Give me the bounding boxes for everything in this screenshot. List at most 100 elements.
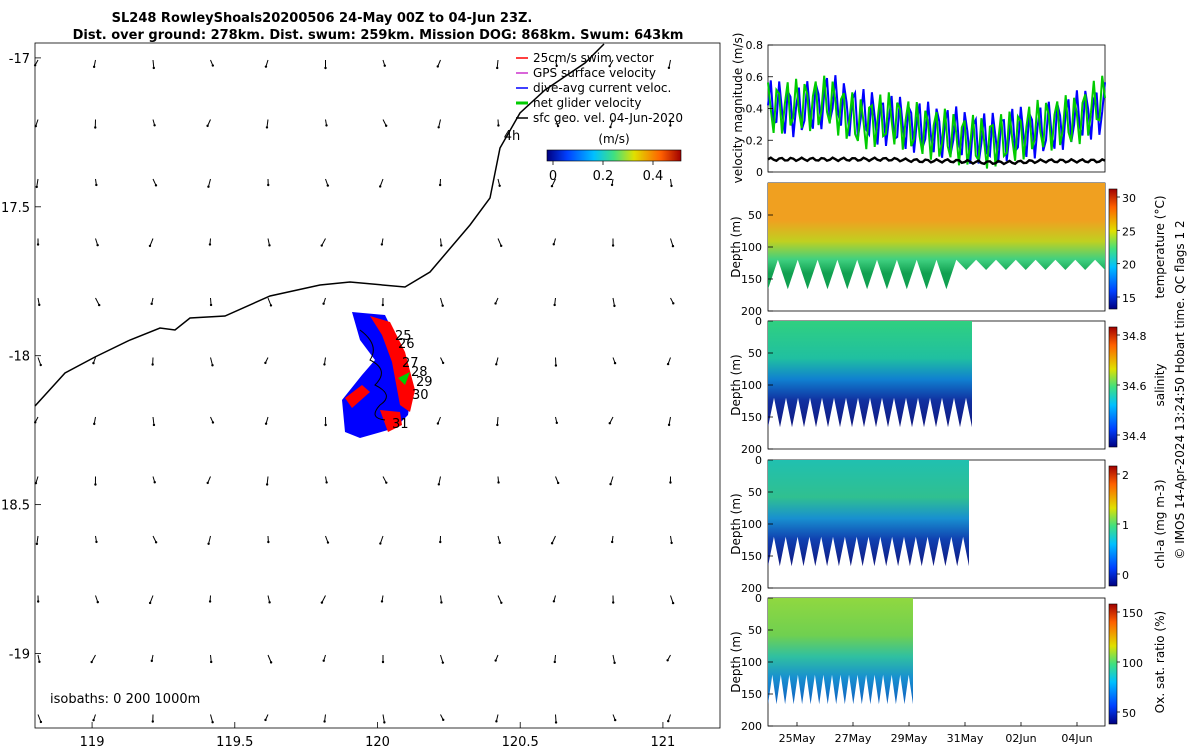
chla-y-tick-label: 150 xyxy=(741,550,762,563)
current-arrow-head xyxy=(557,125,559,127)
current-arrow-head xyxy=(496,67,498,69)
current-arrow-head xyxy=(551,185,553,187)
current-arrow-head xyxy=(500,245,502,247)
temperature-ylabel: Depth (m) xyxy=(729,216,743,277)
current-arrow-head xyxy=(385,125,387,127)
current-arrow-head xyxy=(382,661,384,663)
chla-cb-tick-label: 0 xyxy=(1122,569,1129,582)
current-arrow-head xyxy=(672,302,674,304)
current-arrow-head xyxy=(612,601,614,603)
current-arrow-head xyxy=(555,721,557,723)
map-y-tick-label: 17.5 xyxy=(1,201,30,216)
current-arrow-head xyxy=(667,363,669,365)
current-arrow-head xyxy=(500,602,502,604)
current-arrow-head xyxy=(494,659,496,661)
current-arrow-head xyxy=(440,601,442,603)
current-arrow-head xyxy=(35,125,37,127)
current-arrow-head xyxy=(95,541,97,543)
current-arrow-head xyxy=(551,542,553,544)
current-arrow-head xyxy=(151,363,153,365)
current-arrow-head xyxy=(94,126,96,128)
current-arrow-head xyxy=(155,541,157,543)
current-arrow-head xyxy=(210,661,212,663)
chla-cb-tick-label: 2 xyxy=(1122,469,1129,482)
map-y-tick-label: -17 xyxy=(9,52,30,67)
current-arrow-head xyxy=(323,720,325,722)
salinity-cb-label: salinity xyxy=(1153,363,1167,406)
current-arrow-head xyxy=(553,600,555,602)
current-arrow-head xyxy=(442,304,444,306)
current-arrow-head xyxy=(35,482,37,484)
current-arrow-head xyxy=(324,424,326,426)
date-tick-label: 25May xyxy=(779,732,816,745)
temperature-colorbar xyxy=(1109,189,1117,309)
current-arrow-head xyxy=(93,423,95,425)
current-arrow-head xyxy=(38,304,40,306)
current-arrow-head xyxy=(381,243,383,245)
current-arrow-head xyxy=(381,600,383,602)
date-tick-label: 29May xyxy=(891,732,928,745)
current-arrow-head xyxy=(438,483,440,485)
chla-ylabel: Depth (m) xyxy=(729,493,743,554)
map-x-tick-label: 119.5 xyxy=(216,735,253,750)
temperature-cb-tick-label: 15 xyxy=(1122,292,1136,305)
current-arrow-head xyxy=(270,661,272,663)
current-arrow-head xyxy=(556,422,558,424)
velocity-ylabel: velocity magnitude (m/s) xyxy=(731,33,745,184)
current-arrow-head xyxy=(382,304,384,306)
salinity-cb-tick-label: 34.8 xyxy=(1122,330,1147,343)
current-arrow-head xyxy=(36,543,38,545)
current-arrow-head xyxy=(268,244,270,246)
date-tick-label: 02Jun xyxy=(1005,732,1036,745)
current-arrow-head xyxy=(212,64,214,66)
current-arrow-head xyxy=(379,185,381,187)
current-arrow-head xyxy=(672,245,674,247)
map-x-tick-label: 120.5 xyxy=(502,735,539,750)
current-arrow-head xyxy=(209,600,211,602)
track-day-label: 30 xyxy=(412,388,429,403)
current-arrow-head xyxy=(439,184,441,186)
temperature-cb-label: temperature (°C) xyxy=(1153,196,1167,299)
current-arrow-head xyxy=(497,124,499,126)
current-arrow-head xyxy=(672,602,674,604)
oxygen-y-tick-label: 50 xyxy=(748,624,762,637)
map-y-tick-label: 18.5 xyxy=(1,499,30,514)
current-arrow-head xyxy=(265,423,267,425)
salinity-cb-tick-label: 34.4 xyxy=(1122,430,1147,443)
current-arrow-head xyxy=(611,541,613,543)
title-line-2: Dist. over ground: 278km. Dist. swum: 25… xyxy=(73,28,684,43)
colorbar-tick-label: 0.2 xyxy=(593,169,614,184)
oxygen-ylabel: Depth (m) xyxy=(729,631,743,692)
isobaths-label: isobaths: 0 200 1000m xyxy=(50,692,200,707)
legend-label: GPS surface velocity xyxy=(533,66,656,80)
current-arrow-head xyxy=(668,424,670,426)
chla-cb-tick-label: 1 xyxy=(1122,519,1129,532)
current-arrow-head xyxy=(383,721,385,723)
current-arrow-head xyxy=(324,67,326,69)
current-arrow-head xyxy=(212,421,214,423)
current-arrow-head xyxy=(609,483,611,485)
current-arrow-head xyxy=(98,304,100,306)
current-arrow xyxy=(497,417,498,425)
current-arrow-head xyxy=(34,64,36,66)
track-day-label: 31 xyxy=(392,417,409,432)
current-arrow-head xyxy=(384,65,386,67)
velocity-y-tick-label: 0.8 xyxy=(746,39,764,52)
temperature-y-tick-label: 100 xyxy=(741,241,762,254)
legend-label: 25cm/s swim vector xyxy=(533,51,654,65)
current-arrow-head xyxy=(611,184,613,186)
salinity-y-tick-label: 150 xyxy=(741,411,762,424)
current-arrow-head xyxy=(613,305,615,307)
current-arrow-head xyxy=(495,363,497,365)
oxygen-colorbar xyxy=(1109,604,1117,724)
current-arrow-head xyxy=(327,184,329,186)
velocity-panel: 00.20.40.60.8 velocity magnitude (m/s) xyxy=(731,33,1105,184)
isobath-label: 4h xyxy=(504,129,521,144)
current-arrow-head xyxy=(442,719,444,721)
map-x-tick-label: 121 xyxy=(651,735,676,750)
